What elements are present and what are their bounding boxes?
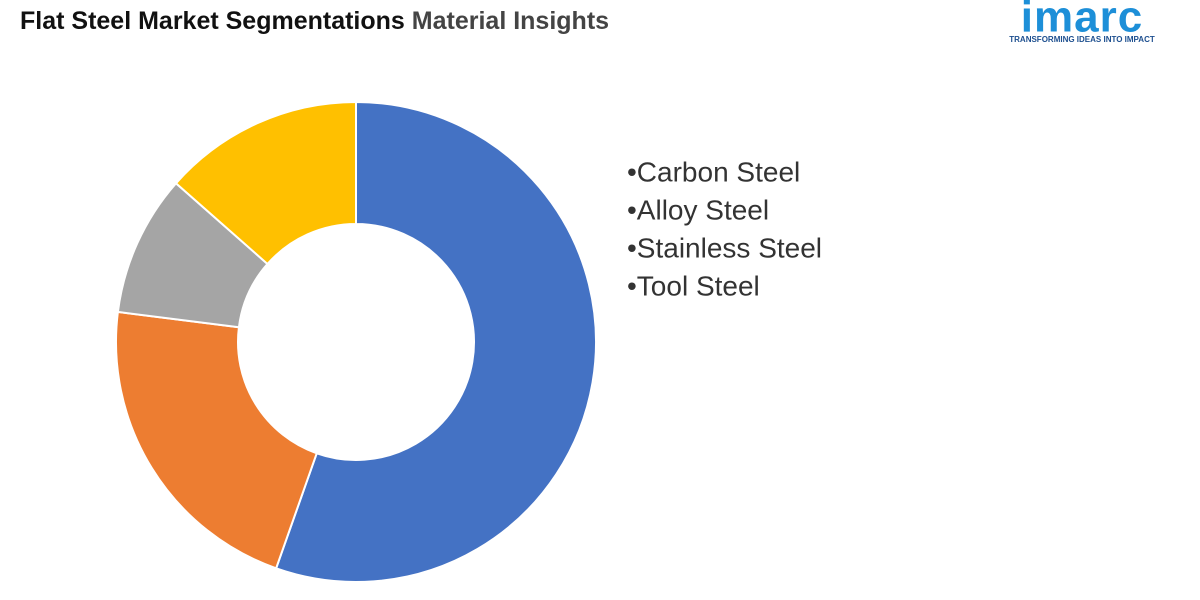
legend-entry: •Tool Steel	[627, 270, 760, 301]
title-main: Flat Steel Market Segmentations	[20, 7, 405, 35]
title: Flat Steel Market Segmentations Material…	[20, 7, 609, 35]
legend-entry: •Carbon Steel	[627, 156, 800, 187]
legend-entry: •Alloy Steel	[627, 194, 769, 225]
logo-tagline: TRANSFORMING IDEAS INTO IMPACT	[1009, 35, 1155, 44]
logo-name: imarc	[1021, 0, 1143, 42]
title-accent: Material Insights	[412, 7, 609, 35]
legend-entry: •Stainless Steel	[627, 232, 822, 263]
donut-slice	[115, 310, 319, 570]
donut-slice	[174, 100, 357, 266]
